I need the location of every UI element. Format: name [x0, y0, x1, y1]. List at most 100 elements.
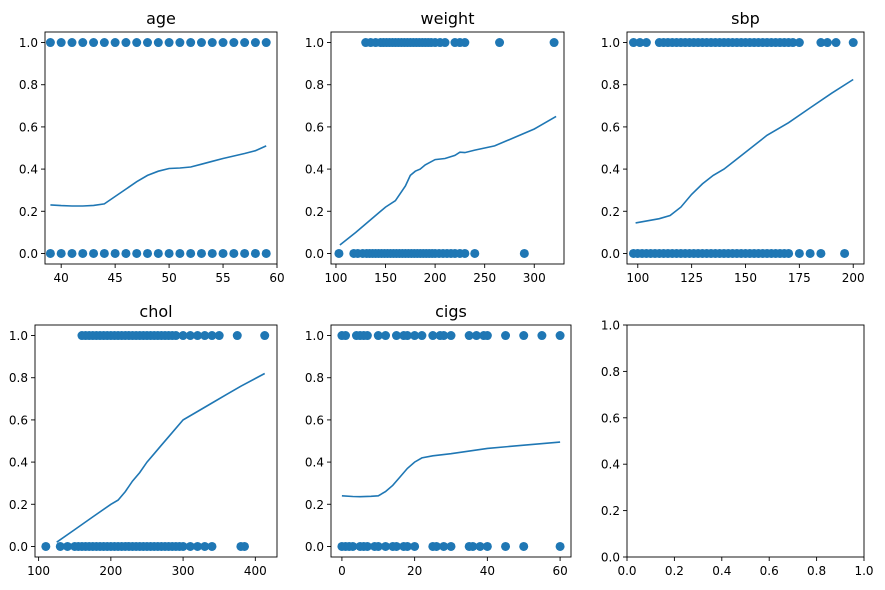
x-tick-label: 0.2	[665, 564, 684, 578]
data-point	[362, 331, 372, 341]
data-point	[143, 248, 153, 258]
y-tick-label: 0.2	[19, 205, 38, 219]
data-point	[446, 331, 456, 341]
data-point	[261, 38, 271, 48]
data-point	[519, 248, 529, 258]
fit-curve	[56, 372, 266, 543]
data-point	[519, 331, 529, 341]
data-point	[153, 248, 163, 258]
data-point	[402, 331, 412, 341]
data-point	[482, 541, 492, 551]
data-point	[55, 541, 65, 551]
data-point	[229, 248, 239, 258]
data-point	[121, 248, 131, 258]
data-point	[831, 38, 841, 48]
y-tick-label: 0.4	[9, 456, 28, 470]
y-tick-label: 0.6	[601, 120, 620, 134]
data-point	[185, 541, 195, 551]
x-tick-label: 50	[161, 271, 176, 285]
x-tick-label: 1.0	[854, 564, 873, 578]
x-tick-label: 55	[215, 271, 230, 285]
y-tick-label: 0.2	[305, 205, 324, 219]
subplot-cigs: cigs 0 20 40 60 0.0 0.2 0.4 0.6 0.8 1.0	[305, 302, 572, 578]
data-point	[132, 248, 142, 258]
data-point	[816, 38, 826, 48]
data-point	[132, 38, 142, 48]
y-tick-label: 0.8	[305, 371, 324, 385]
data-point	[218, 38, 228, 48]
data-point	[214, 331, 224, 341]
y-tick-label: 0.4	[305, 456, 324, 470]
data-point	[391, 541, 401, 551]
data-point	[63, 541, 73, 551]
x-tick-label: 200	[842, 271, 865, 285]
data-point	[89, 248, 99, 258]
subplot-title: sbp	[731, 9, 760, 28]
x-tick-label: 200	[99, 564, 122, 578]
data-point	[635, 38, 645, 48]
subplot-chol: chol 100 200 300 400 0.0 0.2 0.4 0.6 0.8 1.0	[9, 302, 278, 578]
y-tick-label: 0.8	[601, 78, 620, 92]
x-tick-label: 45	[107, 271, 122, 285]
data-point	[501, 331, 511, 341]
data-point	[381, 331, 391, 341]
data-point	[41, 541, 51, 551]
data-point	[45, 248, 55, 258]
scatter-series	[41, 331, 270, 551]
axes-frame	[330, 31, 565, 265]
data-point	[164, 248, 174, 258]
data-point	[475, 541, 485, 551]
data-point	[628, 38, 638, 48]
fit-curve	[635, 78, 854, 224]
axes-frame	[330, 324, 572, 558]
data-point	[391, 331, 401, 341]
data-point	[470, 248, 480, 258]
data-point	[439, 331, 449, 341]
data-point	[794, 248, 804, 258]
axes-frame	[34, 324, 278, 558]
data-point	[495, 38, 505, 48]
y-tick-label: 0.8	[601, 365, 620, 379]
data-point	[501, 541, 511, 551]
y-tick-label: 0.6	[9, 413, 28, 427]
y-tick-label: 0.4	[601, 458, 620, 472]
fit-curve	[339, 115, 557, 246]
data-point	[200, 541, 210, 551]
x-tick-label: 150	[734, 271, 757, 285]
data-point	[537, 331, 547, 341]
data-point	[822, 38, 832, 48]
axes-frame	[626, 31, 865, 265]
y-tick-label: 0.4	[305, 163, 324, 177]
data-point	[410, 331, 420, 341]
x-tick-label: 125	[680, 271, 703, 285]
y-tick-label: 1.0	[9, 329, 28, 343]
data-point	[348, 541, 358, 551]
x-tick-label: 300	[172, 564, 195, 578]
axes-frame	[626, 324, 865, 558]
y-tick-label: 0.2	[601, 504, 620, 518]
y-tick-label: 0.8	[19, 78, 38, 92]
y-tick-label: 0.6	[601, 411, 620, 425]
x-tick-label: 200	[424, 271, 447, 285]
data-point	[232, 331, 242, 341]
subplot-age: age 40 45 50 55 60 0.0 0.2 0.4 0.6 0.8 1.0	[19, 9, 285, 285]
data-point	[121, 38, 131, 48]
x-tick-label: 150	[374, 271, 397, 285]
x-tick-label: 60	[552, 564, 567, 578]
x-tick-label: 20	[407, 564, 422, 578]
data-point	[78, 38, 88, 48]
scatter-series	[334, 38, 559, 258]
y-tick-label: 0.0	[19, 247, 38, 261]
y-tick-label: 0.8	[305, 78, 324, 92]
scatter-series	[337, 331, 565, 551]
y-tick-label: 1.0	[305, 36, 324, 50]
x-tick-label: 0.6	[760, 564, 779, 578]
data-point	[555, 541, 565, 551]
data-point	[110, 38, 120, 48]
y-tick-label: 0.0	[601, 551, 620, 565]
data-point	[482, 331, 492, 341]
data-point	[178, 331, 188, 341]
data-point	[175, 38, 185, 48]
subplot-title: age	[146, 9, 176, 28]
